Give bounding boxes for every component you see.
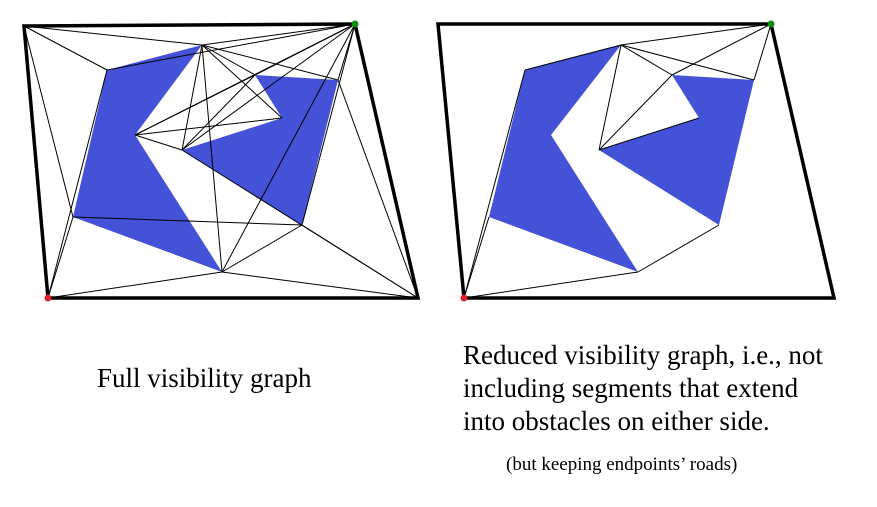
right-start-point	[460, 294, 468, 302]
full-visibility-graph	[22, 20, 421, 302]
left-goal-point	[351, 20, 359, 28]
reduced-caption-line-1: Reduced visibility graph, i.e., not	[463, 340, 823, 370]
reduced-caption-line-2: including segments that extend	[463, 373, 799, 403]
left-obstacle-a	[73, 45, 222, 272]
right-goal-point	[767, 20, 775, 28]
right-boundary	[436, 22, 837, 300]
right-obstacle-b	[599, 75, 754, 225]
visibility-graph-figure	[22, 20, 837, 302]
full-graph-caption: Full visibility graph	[97, 363, 312, 393]
reduced-graph-caption: Reduced visibility graph, i.e., not incl…	[463, 339, 823, 438]
left-start-point	[44, 294, 52, 302]
right-visibility-edges	[463, 23, 772, 299]
left-obstacle-b	[182, 75, 338, 225]
left-visibility-edges	[23, 23, 419, 299]
reduced-caption-line-3: into obstacles on either side.	[463, 406, 770, 436]
right-obstacle-a	[489, 45, 638, 272]
endpoint-roads-note: (but keeping endpoints’ roads)	[506, 454, 738, 475]
left-boundary	[22, 22, 421, 300]
reduced-visibility-graph	[436, 20, 837, 302]
